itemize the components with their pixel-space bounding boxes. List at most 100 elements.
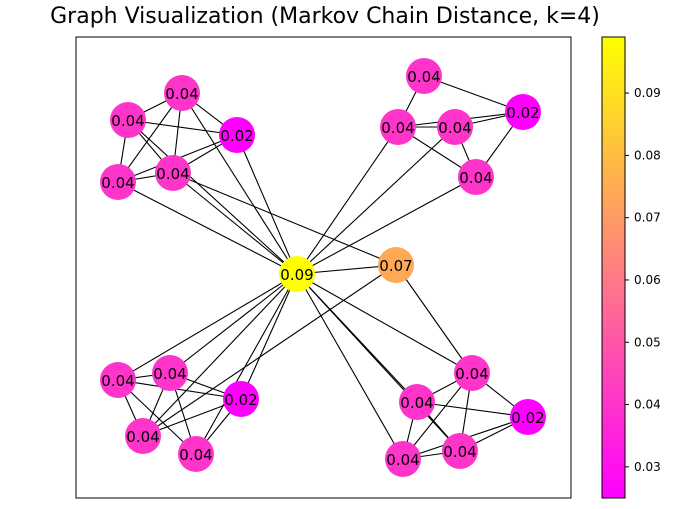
graph-node[interactable]: 0.04 [125,418,161,454]
node-circle [100,164,136,200]
node-circle [505,94,541,130]
colorbar-tick-label: 0.04 [634,398,661,412]
graph-node[interactable]: 0.02 [510,399,546,435]
graph-edge [117,92,183,183]
colorbar-tick-label: 0.03 [634,460,661,474]
colorbar-tick-label: 0.08 [634,148,661,162]
node-circle [178,436,214,472]
graph-node[interactable]: 0.02 [219,117,255,153]
graph-node[interactable]: 0.04 [152,355,188,391]
colorbar-ticks: 0.03 0.04 0.05 0.06 0.07 0.08 0.09 [625,86,661,474]
graph-edge [142,273,298,437]
node-circle [110,102,146,138]
node-label: 0.04 [386,451,419,469]
graph-node[interactable]: 0.02 [505,94,541,130]
node-circle [442,433,478,469]
node-label: 0.04 [438,119,471,137]
node-circle [458,159,494,195]
node-label: 0.02 [220,127,253,145]
node-circle [164,75,200,111]
graph-node[interactable]: 0.04 [100,164,136,200]
node-circle [385,441,421,477]
node-circle [378,247,414,283]
node-label: 0.04 [153,365,186,383]
nodes-layer: 0.09 0.07 0.04 0.04 0.02 0.04 0.04 0.04 0.04 0.04… [100,58,546,477]
node-label: 0.04 [400,394,433,412]
node-label: 0.04 [381,119,414,137]
node-circle [219,117,255,153]
node-label: 0.04 [455,365,488,383]
graph-edge [296,273,404,460]
graph-edge [169,273,298,374]
graph-edge [296,273,461,452]
colorbar-tick-label: 0.06 [634,273,661,287]
graph-node[interactable]: 0.04 [178,436,214,472]
graph-edge [172,172,298,275]
graph-edge [395,264,473,374]
node-label: 0.04 [111,112,144,130]
graph-edge [142,264,397,437]
node-label: 0.04 [459,169,492,187]
node-circle [380,109,416,145]
graph-edge [296,126,456,275]
node-label: 0.04 [165,85,198,103]
graph-edge [117,273,298,381]
node-circle [437,109,473,145]
graph-node[interactable]: 0.04 [442,433,478,469]
graph-node[interactable]: 0.09 [279,256,315,292]
graph-node[interactable]: 0.02 [223,381,259,417]
node-circle [125,418,161,454]
graph-node[interactable]: 0.04 [100,362,136,398]
graph-edge [296,176,477,275]
node-circle [406,58,442,94]
graph-edge [236,134,298,275]
node-circle [454,355,490,391]
graph-edge [127,119,298,275]
graph-edge [240,273,298,400]
graph-edge [296,126,399,275]
graph-node[interactable]: 0.07 [378,247,414,283]
node-circle [399,384,435,420]
graph-edge [296,273,473,374]
graph-node[interactable]: 0.04 [458,159,494,195]
node-label: 0.09 [280,266,313,284]
graph-edge [416,401,529,418]
colorbar-gradient [601,36,626,499]
node-circle [510,399,546,435]
node-circle [100,362,136,398]
graph-edge [195,273,298,455]
node-label: 0.04 [101,372,134,390]
node-label: 0.04 [126,428,159,446]
node-label: 0.04 [443,443,476,461]
node-circle [223,381,259,417]
graph-node[interactable]: 0.04 [380,109,416,145]
graph-edge [402,372,473,460]
graph-edge [117,181,298,275]
graph-node[interactable]: 0.04 [454,355,490,391]
colorbar-tick-label: 0.09 [634,86,661,100]
graph-node[interactable]: 0.04 [110,102,146,138]
node-label: 0.04 [156,165,189,183]
graph-node[interactable]: 0.04 [164,75,200,111]
plot-frame [75,36,572,499]
graph-edge [181,92,298,275]
node-circle [152,355,188,391]
graph-node[interactable]: 0.04 [399,384,435,420]
node-label: 0.04 [179,446,212,464]
colorbar: 0.03 0.04 0.05 0.06 0.07 0.08 0.09 [601,36,661,499]
graph-node[interactable]: 0.04 [155,155,191,191]
graph-node[interactable]: 0.04 [385,441,421,477]
graph-edge [117,379,242,400]
chart-title: Graph Visualization (Markov Chain Distan… [50,4,600,29]
node-label: 0.02 [506,104,539,122]
node-label: 0.02 [511,409,544,427]
graph-node[interactable]: 0.04 [437,109,473,145]
node-label: 0.04 [407,68,440,86]
node-label: 0.04 [101,174,134,192]
graph-node[interactable]: 0.04 [406,58,442,94]
node-label: 0.02 [224,391,257,409]
graph-edge [172,172,397,266]
node-label: 0.07 [379,257,412,275]
colorbar-tick-label: 0.07 [634,211,661,225]
